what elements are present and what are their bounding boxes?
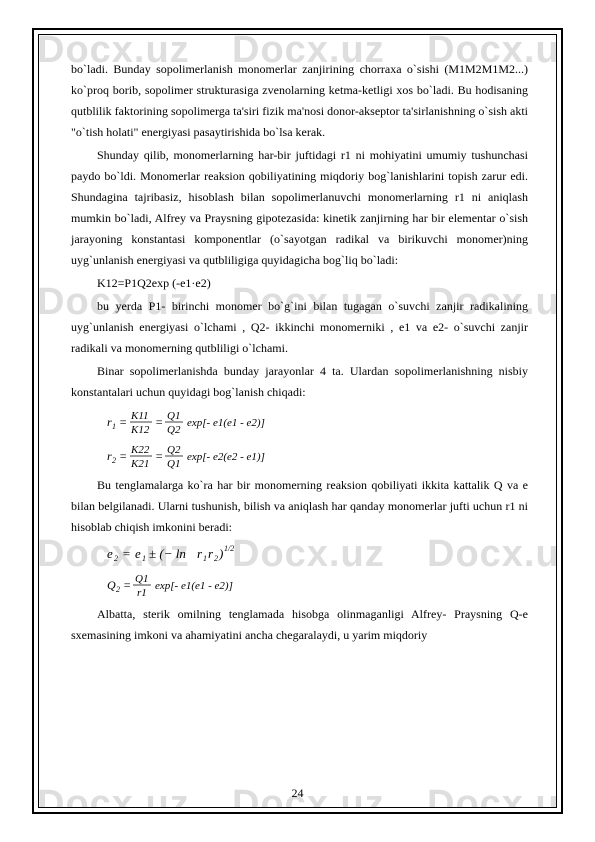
paragraph: Shunday qilib, monomerlarning har-bir ju… xyxy=(71,145,528,271)
paragraph: bo`ladi. Bunday sopolimerlanish monomerl… xyxy=(71,59,528,143)
svg-text:=: = xyxy=(123,578,131,592)
svg-text:e: e xyxy=(135,546,141,561)
svg-text:): ) xyxy=(218,546,223,561)
paragraph: bu yerda P1- birinchi monomer bo`g`ini b… xyxy=(71,296,528,359)
svg-text:exp[- e1(e1 - e2)]: exp[- e1(e1 - e2)] xyxy=(155,580,233,592)
svg-text:e: e xyxy=(107,546,113,561)
paragraph: Albatta, sterik omilning tenglamada hiso… xyxy=(71,604,528,646)
svg-text:2: 2 xyxy=(112,456,116,465)
formula-inline: K12=P1Q2exp (-e1·e2) xyxy=(71,273,528,294)
svg-text:=: = xyxy=(119,449,127,463)
svg-text:K21: K21 xyxy=(130,458,149,470)
svg-text:1/2: 1/2 xyxy=(224,544,234,553)
svg-text:± (− ln: ± (− ln xyxy=(149,546,186,561)
svg-text:Q2: Q2 xyxy=(167,444,181,456)
svg-text:2: 2 xyxy=(114,554,118,563)
svg-text:exp[- e2(e2 - e1)]: exp[- e2(e2 - e1)] xyxy=(187,451,265,463)
svg-text:=: = xyxy=(122,546,131,561)
svg-text:2: 2 xyxy=(116,585,120,594)
svg-text:2: 2 xyxy=(214,554,218,563)
page-number: 24 xyxy=(39,786,556,801)
svg-text:Q2: Q2 xyxy=(167,424,181,436)
svg-text:Q1: Q1 xyxy=(167,410,180,422)
svg-text:Q: Q xyxy=(107,578,116,592)
page-content: bo`ladi. Bunday sopolimerlanish monomerl… xyxy=(71,59,528,646)
svg-text:exp[- e1(e1 - e2)]: exp[- e1(e1 - e2)] xyxy=(187,417,265,429)
svg-text:r1: r1 xyxy=(137,587,147,599)
svg-text:=: = xyxy=(155,415,163,429)
svg-text:Q1: Q1 xyxy=(167,458,180,470)
svg-text:K12: K12 xyxy=(130,424,150,436)
formula-r1: r 1 = K11 K12 = Q1 Q2 exp[- e1(e1 - e2)] xyxy=(107,407,528,437)
svg-text:Q1: Q1 xyxy=(135,573,148,585)
inner-border: Docx.uz Docx.uz Docx.uz Docx.uz Docx.uz … xyxy=(38,34,557,808)
outer-border: Docx.uz Docx.uz Docx.uz Docx.uz Docx.uz … xyxy=(32,28,563,814)
paragraph: Binar sopolimerlanishda bunday jarayonla… xyxy=(71,361,528,403)
svg-text:K11: K11 xyxy=(130,410,149,422)
svg-text:1: 1 xyxy=(203,554,207,563)
formula-r2: r 2 = K22 K21 = Q2 Q1 exp[- e2(e2 - e1)] xyxy=(107,441,528,471)
svg-text:1: 1 xyxy=(112,422,116,431)
paragraph: Bu tenglamalarga ko`ra har bir monomerni… xyxy=(71,475,528,538)
svg-text:=: = xyxy=(119,415,127,429)
svg-text:1: 1 xyxy=(142,554,146,563)
svg-text:=: = xyxy=(155,449,163,463)
svg-text:K22: K22 xyxy=(130,444,150,456)
formula-q2: Q 2 = Q1 r1 exp[- e1(e1 - e2)] xyxy=(107,570,528,600)
formula-e2: e 2 = e 1 ± (− ln r 1 r 2 ) 1/2 xyxy=(107,542,528,566)
